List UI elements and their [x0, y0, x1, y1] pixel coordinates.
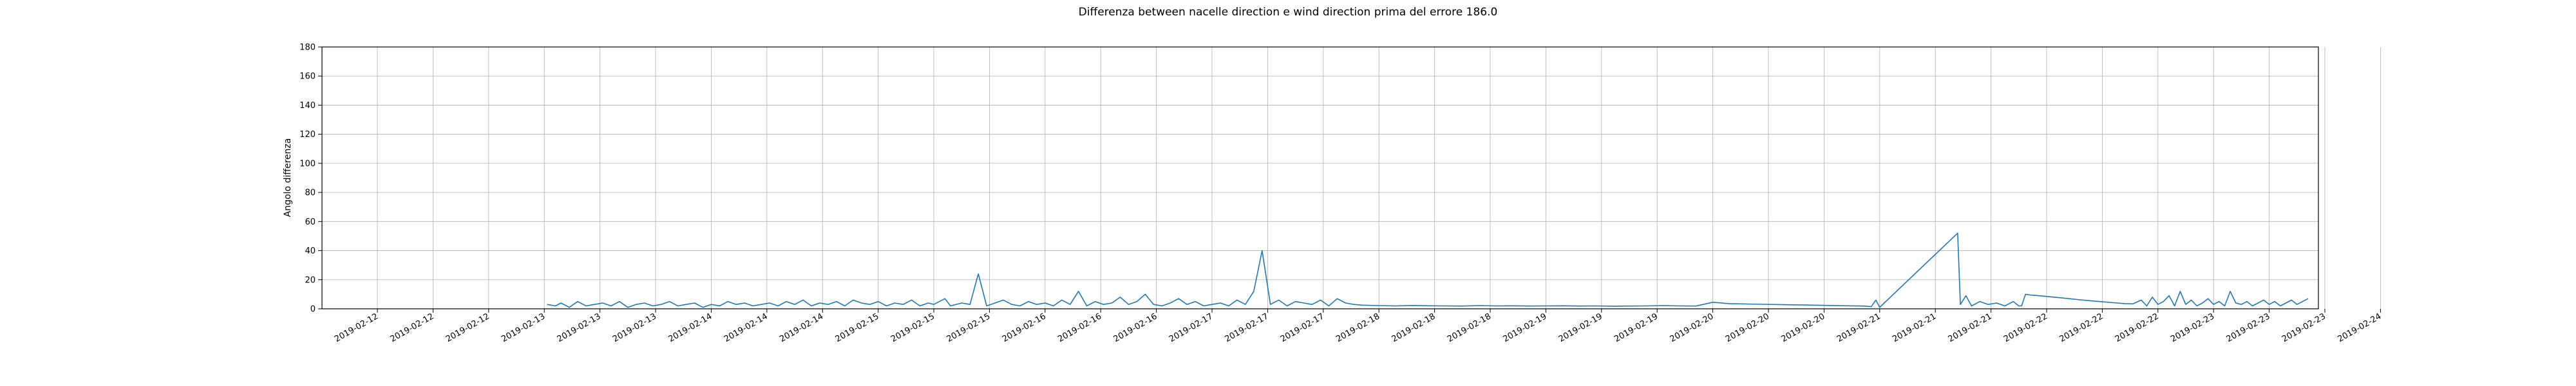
- y-tick-label: 100: [299, 159, 316, 169]
- y-tick-label: 120: [299, 130, 316, 140]
- y-axis: 0 20 40 60 80 100 120 140 160 180: [299, 43, 322, 315]
- y-tick-label: 140: [299, 101, 316, 111]
- y-tick-label: 20: [305, 275, 316, 285]
- y-tick-label: 0: [310, 305, 316, 315]
- y-axis-label: Angolo differenza: [283, 138, 293, 217]
- y-tick-label: 160: [299, 72, 316, 82]
- series-line: [547, 232, 2309, 308]
- y-tick-label: 180: [299, 43, 316, 53]
- y-tick-label: 40: [305, 246, 316, 256]
- chart-title: Differenza between nacelle direction e w…: [1079, 6, 1498, 19]
- y-tick-label: 80: [305, 188, 316, 198]
- plot-area-frame: [321, 46, 2319, 309]
- y-tick-label: 60: [305, 217, 316, 227]
